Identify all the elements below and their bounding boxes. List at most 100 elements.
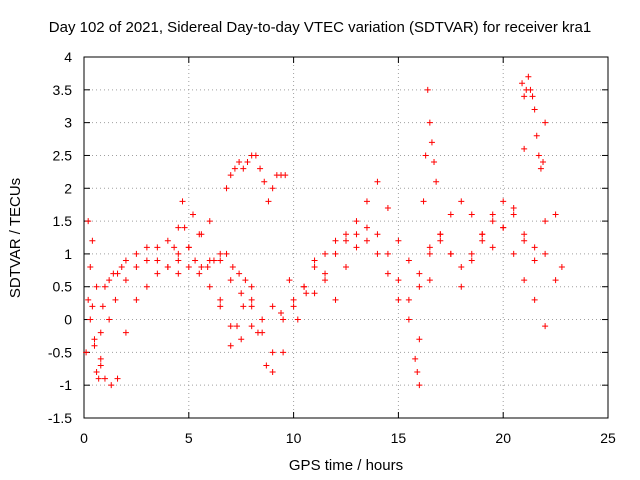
data-point — [405, 257, 412, 264]
y-tick-label: 3.5 — [53, 82, 73, 98]
data-point — [458, 198, 465, 205]
series-track-e — [171, 198, 255, 290]
y-tick-label: -1 — [60, 377, 73, 393]
data-point — [431, 159, 438, 166]
data-point — [294, 316, 301, 323]
data-point — [540, 159, 547, 166]
data-point — [343, 237, 349, 244]
data-point — [118, 264, 125, 271]
series-track-d — [223, 152, 289, 205]
data-point — [248, 323, 255, 330]
data-point — [257, 165, 264, 172]
y-tick-label: 1.5 — [53, 213, 73, 229]
data-point — [395, 277, 402, 284]
x-tick-label: 10 — [286, 430, 302, 446]
data-point — [143, 283, 150, 290]
data-point — [433, 178, 440, 185]
series-track-b — [85, 178, 559, 389]
data-point — [280, 349, 287, 356]
y-axis-label: SDTVAR / TECUs — [7, 178, 24, 298]
data-point — [531, 296, 538, 303]
data-point — [420, 198, 427, 205]
data-point — [301, 283, 308, 290]
data-point — [527, 86, 534, 93]
data-point — [468, 257, 475, 264]
y-tick-label: 3 — [64, 115, 72, 131]
data-point — [248, 296, 255, 303]
data-point — [85, 296, 92, 303]
data-point — [238, 336, 245, 343]
grid — [84, 57, 608, 418]
data-point — [332, 250, 339, 257]
data-point — [229, 264, 236, 271]
data-point — [122, 277, 129, 284]
data-point — [489, 211, 496, 218]
data-point — [280, 316, 287, 323]
data-points — [83, 73, 565, 389]
data-point — [531, 106, 538, 113]
data-point — [363, 198, 370, 205]
data-point — [489, 218, 496, 225]
data-point — [521, 231, 528, 238]
data-point — [227, 342, 234, 349]
data-point — [259, 316, 266, 323]
data-point — [217, 296, 224, 303]
data-point — [227, 172, 234, 179]
data-point — [384, 270, 391, 277]
data-point — [248, 283, 255, 290]
data-point — [531, 244, 538, 251]
data-point — [122, 257, 129, 264]
data-point — [175, 270, 182, 277]
data-point — [416, 270, 423, 277]
data-point — [192, 257, 199, 264]
data-point — [89, 303, 96, 310]
data-point — [97, 329, 104, 336]
data-point — [114, 375, 121, 382]
y-tick-label: 2 — [64, 180, 72, 196]
data-point — [108, 382, 115, 389]
data-point — [185, 264, 192, 271]
data-point — [521, 277, 528, 284]
data-point — [552, 277, 559, 284]
data-point — [363, 224, 370, 231]
chart-title: Day 102 of 2021, Sidereal Day-to-day VTE… — [49, 19, 591, 36]
data-point — [206, 218, 213, 225]
data-point — [240, 165, 247, 172]
data-point — [171, 244, 178, 251]
series-track-g — [519, 73, 549, 172]
data-point — [93, 283, 100, 290]
data-point — [83, 349, 90, 356]
data-point — [85, 218, 92, 225]
data-point — [269, 369, 276, 376]
data-point — [240, 303, 247, 310]
data-point — [395, 296, 402, 303]
data-point — [416, 382, 423, 389]
data-point — [93, 369, 100, 376]
data-point — [238, 290, 245, 297]
y-tick-label: 0.5 — [53, 279, 73, 295]
series-track-c — [87, 211, 549, 369]
data-point — [405, 296, 412, 303]
data-point — [384, 250, 391, 257]
data-point — [521, 237, 528, 244]
axis-ticks — [83, 56, 609, 419]
data-point — [95, 375, 102, 382]
data-point — [558, 264, 565, 271]
data-point — [234, 323, 241, 330]
data-point — [223, 185, 230, 192]
x-tick-label: 25 — [600, 430, 616, 446]
data-point — [322, 250, 329, 257]
data-point — [261, 178, 268, 185]
data-point — [416, 336, 423, 343]
data-point — [374, 250, 381, 257]
data-point — [332, 237, 339, 244]
data-point — [412, 355, 419, 362]
data-point — [542, 119, 549, 126]
data-point — [210, 257, 217, 264]
data-point — [542, 218, 549, 225]
data-point — [437, 237, 444, 244]
data-point — [106, 277, 113, 284]
data-point — [521, 93, 528, 100]
data-point — [154, 270, 161, 277]
data-point — [231, 165, 238, 172]
